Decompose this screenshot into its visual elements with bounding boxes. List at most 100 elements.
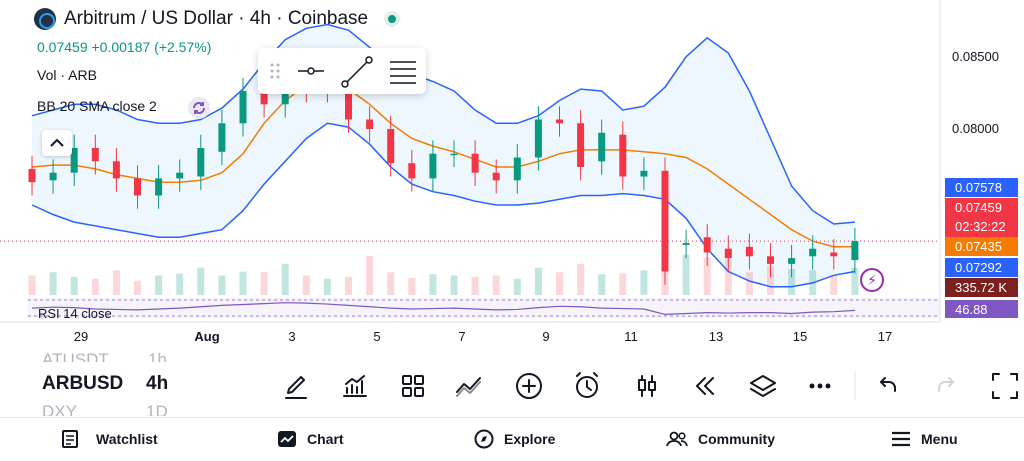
volume-bar <box>134 280 141 295</box>
volume-bar <box>91 278 99 295</box>
candle <box>619 134 627 177</box>
candle <box>682 243 690 245</box>
interval-picker-prev[interactable]: 1h <box>148 350 167 362</box>
more-icon <box>809 383 831 389</box>
nav-explore[interactable]: Explore <box>474 420 555 458</box>
candle <box>809 248 817 257</box>
candle <box>49 172 57 181</box>
interval-picker-next[interactable]: 1D <box>146 402 168 416</box>
lightning-icon[interactable]: ⚡ <box>860 268 884 292</box>
volume-bar <box>70 276 78 295</box>
volume-bar <box>408 278 416 295</box>
candle <box>387 129 395 164</box>
bb-basis-price-label: 0.07435 <box>945 237 1018 256</box>
volume-bar <box>197 267 205 295</box>
volume-bar <box>640 270 648 295</box>
collapse-legend-button[interactable] <box>42 130 72 156</box>
time-axis-label: Aug <box>194 329 220 344</box>
market-open-icon <box>384 11 401 27</box>
nav-divider <box>0 417 1024 418</box>
candle <box>197 148 205 177</box>
bottom-toolbar[interactable] <box>0 362 1024 410</box>
volume-value-label: 335.72 K <box>945 278 1018 297</box>
redo-icon <box>938 377 954 392</box>
time-axis-label: 29 <box>73 329 89 344</box>
candle <box>534 119 542 158</box>
bb-basis-line <box>31 80 855 248</box>
volume-bar <box>534 267 542 295</box>
volume-indicator-label[interactable]: Vol · ARB <box>37 67 97 83</box>
bollinger-indicator-label[interactable]: BB 20 SMA close 2 <box>37 98 157 114</box>
time-axis-label: 7 <box>458 329 466 344</box>
candle <box>176 172 184 179</box>
sync-icon[interactable] <box>188 97 210 119</box>
candle <box>745 246 753 257</box>
nav-community[interactable]: Community <box>666 420 775 458</box>
last-price-label: 0.07459 02:32:22 <box>945 198 1018 237</box>
candle <box>788 258 796 264</box>
volume-bar <box>155 275 163 295</box>
nav-watchlist-label: Watchlist <box>96 431 158 447</box>
candle <box>492 172 500 181</box>
volume-bar <box>598 274 606 295</box>
indicators-icon <box>343 375 367 397</box>
volume-bar <box>112 270 120 295</box>
volume-bar <box>281 263 289 295</box>
candle <box>112 161 120 179</box>
layers-icon <box>750 375 776 397</box>
symbol-picker-current[interactable]: ARBUSD <box>42 373 124 394</box>
community-icon <box>666 431 688 447</box>
chart-header[interactable]: Arbitrum / US Dollar · 4h · Coinbase <box>34 8 401 30</box>
volume-bar <box>239 271 247 295</box>
rsi-indicator-label[interactable]: RSI 14 close <box>38 306 112 318</box>
fullscreen-icon <box>992 373 1018 399</box>
time-axis-label: 17 <box>877 329 893 344</box>
volume-bar <box>49 272 57 295</box>
symbol-title[interactable]: Arbitrum / US Dollar · 4h · Coinbase <box>64 8 369 29</box>
nav-community-label: Community <box>698 431 775 447</box>
symbol-picker-next[interactable]: DXY <box>42 402 77 416</box>
nav-explore-label: Explore <box>504 431 556 447</box>
volume-bar <box>492 275 500 295</box>
candle <box>703 237 711 253</box>
time-axis-label: 5 <box>373 329 381 344</box>
bb-lower-line <box>31 122 856 288</box>
nav-menu[interactable]: Menu <box>891 420 958 458</box>
time-axis-label: 15 <box>792 329 808 344</box>
bb-lower-price-label: 0.07292 <box>945 258 1018 277</box>
menu-icon <box>892 431 910 447</box>
bar-countdown: 02:32:22 <box>955 219 1006 234</box>
chart-icon <box>278 431 296 447</box>
volume-bar <box>767 265 774 295</box>
nav-chart[interactable]: Chart <box>277 420 344 458</box>
candle <box>408 163 416 179</box>
interval-picker-current[interactable]: 4h <box>146 373 169 394</box>
bb-upper-price-label: 0.07578 <box>945 178 1018 197</box>
volume-bar <box>724 259 732 295</box>
volume-bar <box>471 276 479 295</box>
bb-fill <box>32 24 855 287</box>
last-price-value: 0.07459 <box>955 200 1002 215</box>
volume-bar <box>323 278 331 295</box>
volume-bar <box>387 272 395 295</box>
time-axis-label: 11 <box>624 329 638 344</box>
draw-icon <box>285 376 307 399</box>
volume-bar <box>366 256 374 295</box>
candle <box>471 153 479 173</box>
candle <box>429 153 437 179</box>
drawing-tools-popup[interactable] <box>258 48 426 94</box>
volume-bar <box>28 275 36 295</box>
candle <box>450 153 458 156</box>
symbol-picker-prev[interactable]: ATUSDT <box>42 350 109 362</box>
candle <box>218 123 226 152</box>
candle <box>724 248 732 259</box>
volume-bar <box>260 272 268 295</box>
drag-handle-icon <box>270 63 280 79</box>
candle <box>366 119 374 129</box>
candle <box>134 178 141 196</box>
nav-chart-label: Chart <box>307 431 344 447</box>
chart-type-icon <box>638 375 656 397</box>
nav-watchlist[interactable]: Watchlist <box>62 420 158 458</box>
replay-icon <box>696 377 714 395</box>
